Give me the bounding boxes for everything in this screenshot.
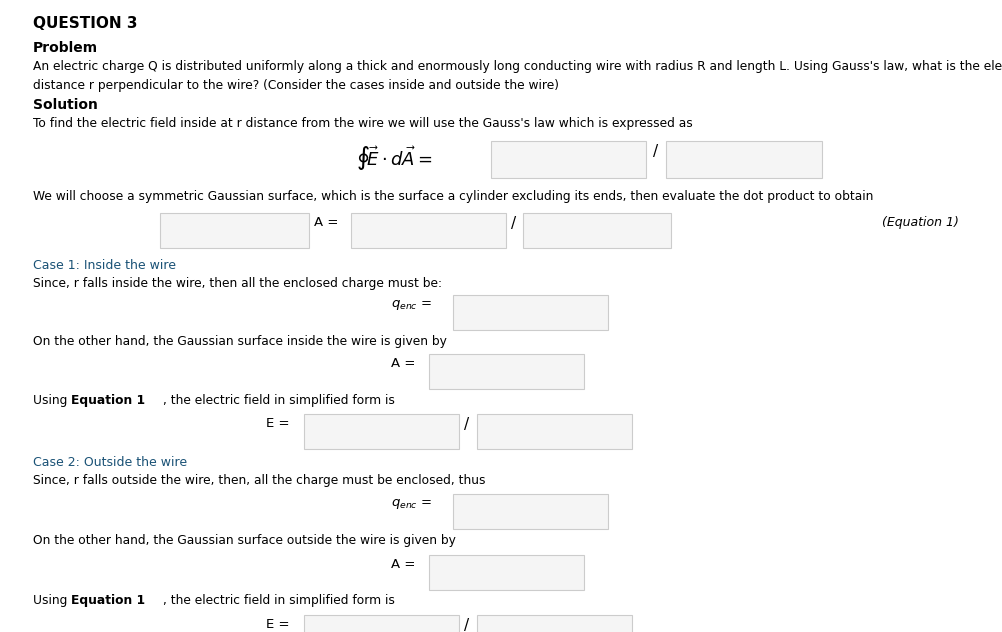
Text: QUESTION 3: QUESTION 3 — [33, 16, 137, 31]
Text: A =: A = — [314, 216, 338, 229]
Text: $q_{enc}$ =: $q_{enc}$ = — [391, 497, 432, 511]
Text: A =: A = — [391, 558, 415, 571]
FancyBboxPatch shape — [351, 213, 506, 248]
Text: E =: E = — [266, 417, 289, 430]
Text: We will choose a symmetric Gaussian surface, which is the surface a cylinder exc: We will choose a symmetric Gaussian surf… — [33, 190, 874, 203]
Text: A =: A = — [391, 357, 415, 370]
Text: Problem: Problem — [33, 41, 98, 55]
FancyBboxPatch shape — [477, 615, 632, 632]
Text: (Equation 1): (Equation 1) — [882, 216, 959, 229]
Text: An electric charge Q is distributed uniformly along a thick and enormously long : An electric charge Q is distributed unif… — [33, 60, 1002, 73]
FancyBboxPatch shape — [304, 414, 459, 449]
Text: Since, r falls inside the wire, then all the enclosed charge must be:: Since, r falls inside the wire, then all… — [33, 277, 442, 290]
FancyBboxPatch shape — [453, 295, 608, 330]
Text: Case 2: Outside the wire: Case 2: Outside the wire — [33, 456, 187, 470]
Text: $\oint\!\vec{E}\cdot d\vec{A}=$: $\oint\!\vec{E}\cdot d\vec{A}=$ — [356, 144, 433, 172]
FancyBboxPatch shape — [304, 615, 459, 632]
FancyBboxPatch shape — [429, 354, 584, 389]
Text: E =: E = — [266, 618, 289, 631]
Text: , the electric field in simplified form is: , the electric field in simplified form … — [163, 594, 395, 607]
Text: /: / — [653, 144, 658, 159]
Text: /: / — [511, 216, 516, 231]
Text: Case 1: Inside the wire: Case 1: Inside the wire — [33, 259, 176, 272]
Text: Solution: Solution — [33, 98, 98, 112]
Text: To find the electric field inside at r distance from the wire we will use the Ga: To find the electric field inside at r d… — [33, 117, 692, 130]
Text: Since, r falls outside the wire, then, all the charge must be enclosed, thus: Since, r falls outside the wire, then, a… — [33, 474, 486, 487]
Text: Using: Using — [33, 394, 71, 408]
FancyBboxPatch shape — [491, 141, 646, 178]
Text: $q_{enc}$ =: $q_{enc}$ = — [391, 298, 432, 312]
FancyBboxPatch shape — [160, 213, 309, 248]
Text: /: / — [464, 618, 469, 632]
FancyBboxPatch shape — [453, 494, 608, 529]
Text: distance r perpendicular to the wire? (Consider the cases inside and outside the: distance r perpendicular to the wire? (C… — [33, 79, 559, 92]
Text: /: / — [464, 417, 469, 432]
Text: Using: Using — [33, 594, 71, 607]
Text: Equation 1: Equation 1 — [71, 594, 145, 607]
Text: , the electric field in simplified form is: , the electric field in simplified form … — [163, 394, 395, 408]
FancyBboxPatch shape — [666, 141, 822, 178]
FancyBboxPatch shape — [523, 213, 671, 248]
Text: Equation 1: Equation 1 — [71, 394, 145, 408]
FancyBboxPatch shape — [477, 414, 632, 449]
Text: On the other hand, the Gaussian surface inside the wire is given by: On the other hand, the Gaussian surface … — [33, 335, 447, 348]
FancyBboxPatch shape — [429, 555, 584, 590]
Text: On the other hand, the Gaussian surface outside the wire is given by: On the other hand, the Gaussian surface … — [33, 534, 456, 547]
